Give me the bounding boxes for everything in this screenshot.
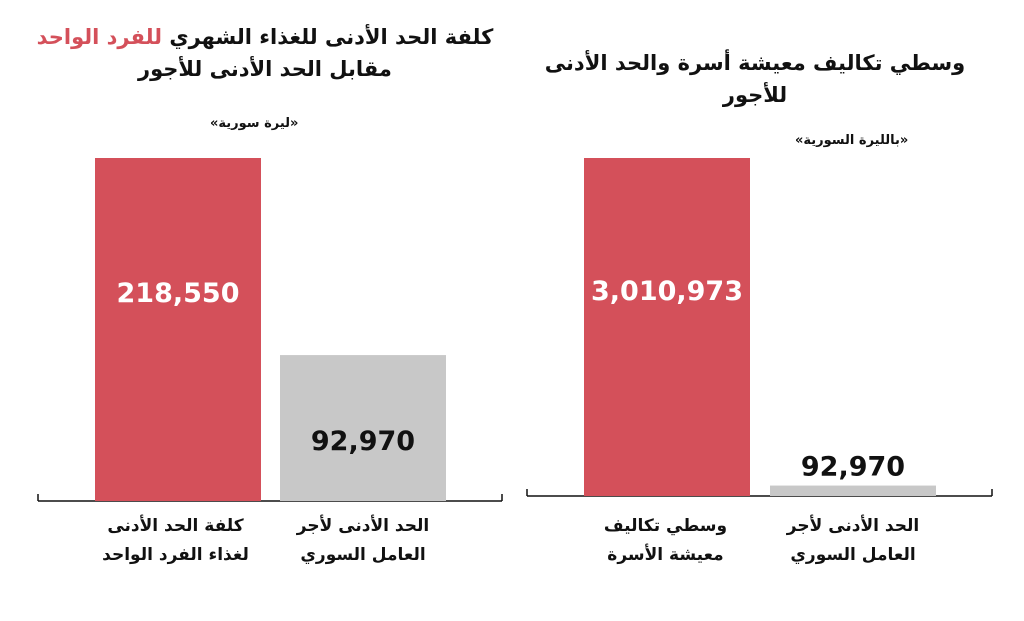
right-chart-unit: «بالليرة السورية» xyxy=(795,133,909,148)
left-title-part-3: مقابل الحد الأدنى للأجور xyxy=(138,56,392,81)
right-bar-1 xyxy=(584,158,750,496)
left-value-label-1: 218,550 xyxy=(117,278,240,309)
right-category-label-1: وسطي تكاليف معيشة الأسرة xyxy=(603,516,728,565)
right-bar-2 xyxy=(770,485,936,496)
right-category-label-2: الحد الأدنى لأجر العامل السوري xyxy=(786,516,920,565)
left-value-label-2: 92,970 xyxy=(311,426,415,457)
left-category-label-2: الحد الأدنى لأجر العامل السوري xyxy=(296,516,430,565)
left-category-label-1: كلفة الحد الأدنى لغذاء الفرد الواحد xyxy=(102,516,249,565)
right-chart-title: وسطي تكاليف معيشة أسرة والحد الأدنى للأج… xyxy=(544,51,966,107)
right-value-label-1: 3,010,973 xyxy=(591,276,743,307)
left-bar-2 xyxy=(280,355,446,501)
left-bar-1 xyxy=(95,158,261,501)
right-value-label-2: 92,970 xyxy=(801,452,905,483)
left-title-part-1: كلفة الحد الأدنى للغذاء الشهري xyxy=(162,25,494,49)
left-title-highlight: للفرد الواحد xyxy=(36,25,163,49)
left-chart-title: كلفة الحد الأدنى للغذاء الشهري للفرد الو… xyxy=(30,22,500,85)
left-chart-unit: «ليرة سورية» xyxy=(210,116,299,131)
